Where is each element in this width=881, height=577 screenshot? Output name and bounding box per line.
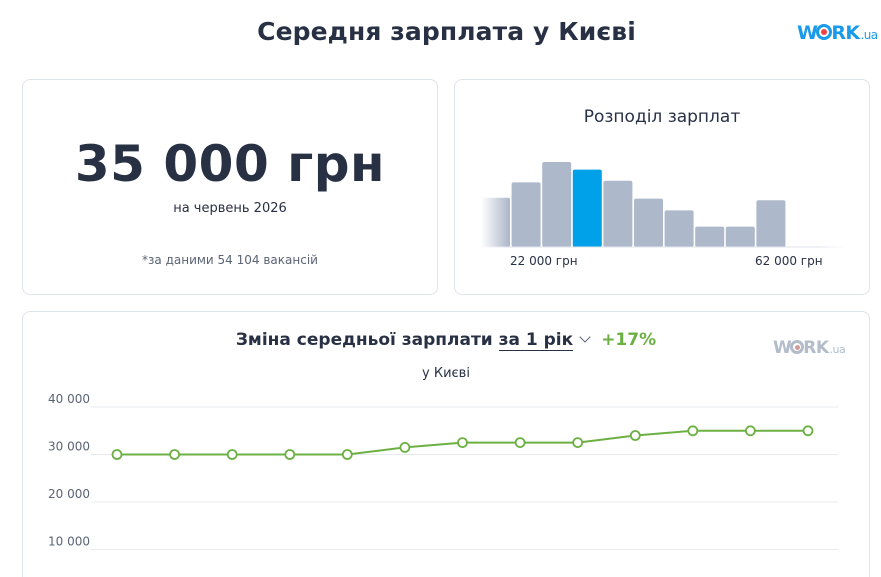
- watermark-text-start: W: [773, 338, 792, 358]
- histogram-bar: [511, 182, 541, 247]
- salary-line-chart: 10 000 20 000 30 000 40 000: [48, 392, 838, 550]
- salary-date: на червень 2026: [173, 201, 287, 216]
- chart-subtitle: у Києві: [422, 366, 470, 381]
- histogram-bar: [725, 226, 755, 247]
- logo-text-start: W: [797, 22, 818, 44]
- y-tick-label: 30 000: [48, 440, 90, 454]
- salary-value: 35 000 грн: [74, 135, 386, 193]
- chart-title: Зміна середньої зарплати: [235, 330, 493, 350]
- watermark-o-icon: [790, 340, 805, 354]
- y-tick-label: 40 000: [48, 392, 90, 406]
- watermark-suffix: .ua: [829, 343, 846, 356]
- histogram-bar: [664, 210, 694, 247]
- histogram-bar-current: [572, 169, 602, 247]
- histogram-bar: [634, 198, 663, 247]
- salary-trend-card: Зміна середньої зарплати за 1 рік +17% у …: [22, 311, 870, 577]
- watermark-text-end: RK: [803, 338, 829, 358]
- histogram-bar: [756, 200, 786, 248]
- histogram-bar: [542, 162, 572, 247]
- logo-suffix: .ua: [860, 28, 879, 42]
- distribution-min-label: 22 000 грн: [510, 254, 578, 268]
- data-point[interactable]: [341, 449, 353, 460]
- period-selector[interactable]: за 1 рік: [498, 330, 574, 351]
- histogram-bar: [603, 180, 633, 247]
- average-salary-card: 35 000 грн на червень 2026 *за даними 54…: [22, 79, 438, 295]
- distribution-title: Розподіл зарплат: [583, 107, 741, 127]
- distribution-max-label: 62 000 грн: [755, 254, 823, 268]
- y-tick-label: 10 000: [48, 535, 90, 549]
- chart-watermark-logo: W RK.ua: [773, 338, 846, 358]
- data-point[interactable]: [226, 449, 238, 460]
- data-point[interactable]: [687, 425, 699, 437]
- data-point[interactable]: [629, 430, 641, 441]
- logo-text-end: RK: [831, 22, 860, 44]
- work-ua-logo[interactable]: W RK.ua: [797, 22, 878, 44]
- y-tick-label: 20 000: [48, 487, 90, 501]
- data-point[interactable]: [745, 425, 756, 437]
- data-point[interactable]: [802, 425, 814, 437]
- growth-badge: +17%: [601, 330, 657, 350]
- data-point[interactable]: [169, 449, 181, 460]
- histogram-bar: [695, 226, 725, 247]
- logo-o-icon: [816, 24, 833, 40]
- salary-distribution-card: Розподіл зарплат 22 000 грн 62 000 грн: [454, 79, 870, 295]
- data-point[interactable]: [284, 449, 296, 460]
- data-point[interactable]: [457, 437, 468, 449]
- data-point[interactable]: [572, 437, 584, 449]
- chart-title-row: Зміна середньої зарплати за 1 рік +17%: [23, 330, 869, 351]
- data-point[interactable]: [399, 441, 411, 453]
- data-point[interactable]: [111, 449, 123, 460]
- vacancies-note: *за даними 54 104 вакансій: [142, 253, 318, 267]
- distribution-histogram: [481, 155, 847, 248]
- page-title: Середня зарплата у Києві: [257, 17, 636, 46]
- data-point[interactable]: [514, 437, 526, 449]
